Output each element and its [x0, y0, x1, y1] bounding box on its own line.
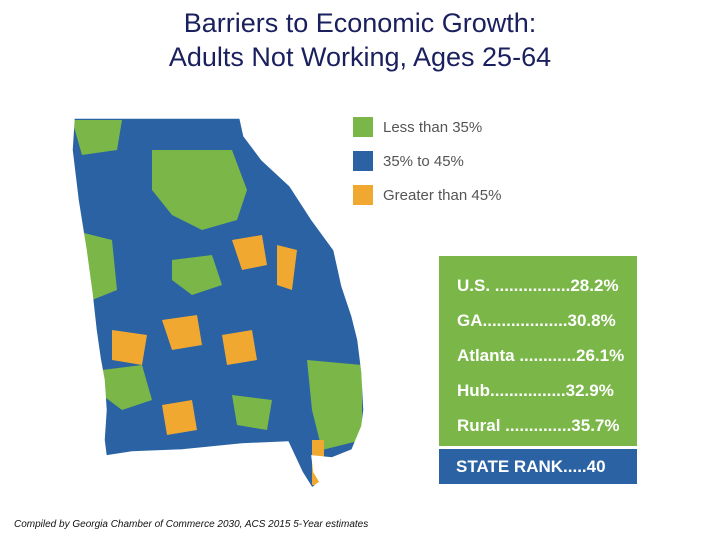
region-south	[247, 450, 282, 470]
region-southwest-2	[162, 400, 197, 435]
state-outline	[71, 117, 365, 490]
legend-item-high: Greater than 45%	[353, 185, 502, 205]
title-line-2: Adults Not Working, Ages 25-64	[168, 42, 552, 72]
legend-item-low: Less than 35%	[353, 117, 501, 137]
stat-hub: Hub................32.9%	[457, 380, 614, 400]
stat-us: U.S. ................28.2%	[457, 275, 619, 295]
stats-panel: U.S. ................28.2% GA...........…	[439, 256, 637, 484]
region-northwest	[72, 120, 122, 155]
legend: Less than 35% 35% to 45% Greater than 45…	[353, 117, 502, 220]
region-west	[72, 230, 117, 300]
region-central	[222, 330, 257, 365]
legend-item-mid: 35% to 45%	[353, 151, 501, 171]
legend-swatch-orange	[353, 185, 373, 205]
title-line-1: Barriers to Economic Growth:	[183, 8, 537, 38]
legend-swatch-blue	[353, 151, 373, 171]
state-rank: STATE RANK.....40	[456, 456, 606, 476]
region-north-central	[152, 150, 247, 230]
region-east	[277, 245, 297, 290]
source-note: Compiled by Georgia Chamber of Commerce …	[14, 519, 369, 530]
legend-swatch-green	[353, 117, 373, 137]
region-central-west	[162, 315, 202, 350]
region-west-2	[112, 330, 147, 365]
page-title: Barriers to Economic Growth: Adults Not …	[0, 6, 720, 74]
stat-atlanta: Atlanta ............26.1%	[457, 345, 625, 365]
legend-label: 35% to 45%	[383, 152, 464, 170]
region-coast	[307, 360, 362, 450]
state-rank-bar: STATE RANK.....40	[439, 446, 637, 484]
legend-label: Greater than 45%	[383, 186, 502, 204]
stat-ga: GA..................30.8%	[457, 310, 616, 330]
stat-rural: Rural ..............35.7%	[457, 415, 620, 435]
legend-label: Less than 35%	[383, 118, 483, 136]
region-southwest	[102, 365, 152, 410]
region-metro	[172, 255, 222, 295]
county-regions	[72, 118, 364, 488]
region-east-central	[232, 235, 267, 270]
region-south-central	[232, 395, 272, 430]
georgia-county-map	[71, 117, 365, 490]
